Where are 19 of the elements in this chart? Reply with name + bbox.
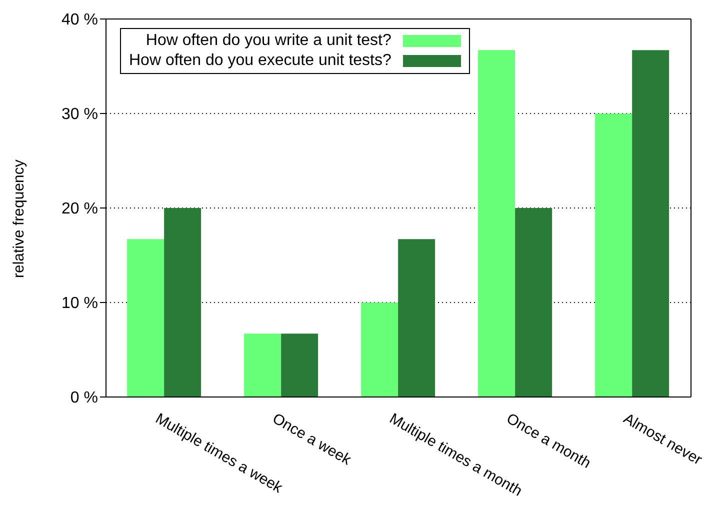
- x-tick-label: Once a week: [270, 410, 354, 469]
- bar: [244, 334, 282, 397]
- y-tick-label: 40 %: [62, 12, 98, 29]
- bar: [595, 114, 632, 397]
- bar: [515, 208, 552, 397]
- y-tick-label: 10 %: [62, 295, 98, 312]
- bar: [632, 50, 670, 397]
- bar: [281, 334, 318, 397]
- bar: [361, 302, 398, 397]
- bar: [398, 239, 436, 397]
- y-tick-label: 20 %: [62, 200, 98, 218]
- bar: [164, 208, 202, 397]
- legend-label: How often do you execute unit tests?: [129, 51, 392, 71]
- y-axis-title: relative frequency: [10, 159, 28, 278]
- y-tick-label: 30 %: [62, 106, 98, 124]
- y-tick-label: 0 %: [70, 390, 98, 407]
- bar: [127, 239, 164, 397]
- legend-label: How often do you write a unit test?: [146, 31, 392, 51]
- bar: [478, 50, 516, 397]
